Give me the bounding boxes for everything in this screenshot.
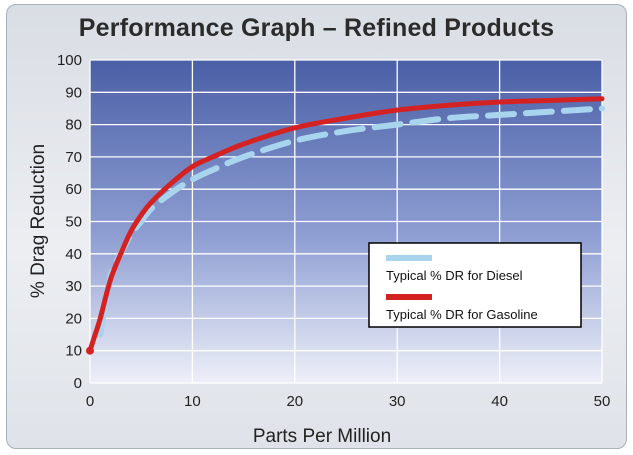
y-tick-label: 70 <box>65 149 82 166</box>
y-tick-label: 0 <box>74 375 82 392</box>
x-tick-label: 20 <box>286 393 303 410</box>
x-tick-label: 30 <box>389 393 406 410</box>
legend-label-diesel: Typical % DR for Diesel <box>386 268 523 283</box>
series-line-gasoline <box>87 96 605 354</box>
x-axis-label: Parts Per Million <box>253 426 391 447</box>
y-tick-label: 100 <box>57 52 82 69</box>
legend: Typical % DR for Diesel Typical % DR for… <box>368 242 582 328</box>
y-tick-label: 10 <box>65 343 82 360</box>
y-tick-label: 40 <box>65 246 82 263</box>
legend-label-gasoline: Typical % DR for Gasoline <box>386 307 538 322</box>
x-tick-label: 0 <box>86 393 94 410</box>
x-tick-label: 10 <box>184 393 201 410</box>
x-tick-label: 40 <box>491 393 508 410</box>
x-tick-label: 50 <box>594 393 611 410</box>
y-axis-label: % Drag Reduction <box>28 144 49 298</box>
y-tick-label: 80 <box>65 117 82 134</box>
y-tick-label: 50 <box>65 214 82 231</box>
chart-title: Performance Graph – Refined Products <box>78 14 555 42</box>
y-tick-label: 20 <box>65 310 82 327</box>
y-tick-label: 30 <box>65 278 82 295</box>
y-tick-label: 60 <box>65 181 82 198</box>
gasoline-start-point <box>86 346 94 355</box>
y-tick-label: 90 <box>65 84 82 101</box>
